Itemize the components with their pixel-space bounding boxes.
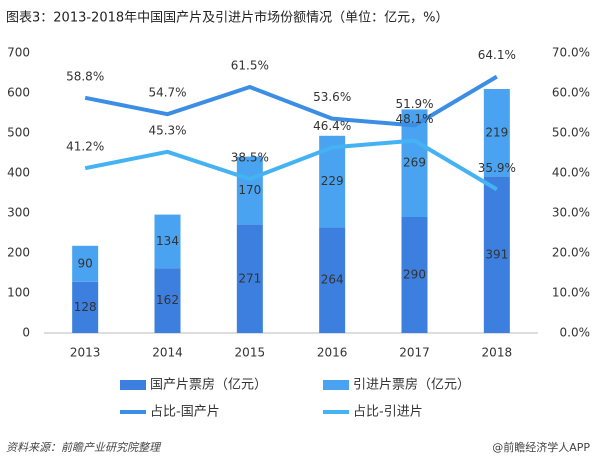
line-label: 53.6%: [313, 90, 351, 104]
bar-label: 90: [78, 256, 93, 270]
bar: [72, 245, 99, 282]
bar: [72, 281, 99, 333]
bar-label: 162: [156, 293, 179, 307]
credit: @前瞻经济学人APP: [492, 440, 590, 454]
x-tick-label: 2014: [152, 346, 183, 360]
source: 资料来源：前瞻产业研究院整理: [6, 441, 162, 454]
y2-tick-label: 70.0%: [552, 46, 590, 60]
legend-label: 占比-国产片: [150, 405, 220, 420]
y-tick-label: 500: [7, 126, 30, 140]
line-label: 41.2%: [66, 140, 104, 154]
bar-label: 269: [403, 156, 426, 170]
x-tick-label: 2015: [235, 346, 266, 360]
line-label: 48.1%: [395, 112, 433, 126]
line-label: 45.3%: [148, 123, 186, 137]
legend-label: 引进片票房（亿元）: [353, 377, 470, 393]
bar-label: 134: [156, 234, 179, 248]
line-label: 58.8%: [66, 69, 104, 83]
x-tick-label: 2016: [317, 346, 348, 360]
bar-label: 290: [403, 268, 426, 282]
bar: [319, 227, 346, 333]
y2-tick-label: 0.0%: [560, 326, 591, 340]
legend-swatch: [120, 380, 146, 390]
bar: [483, 176, 510, 333]
y-tick-label: 700: [7, 46, 30, 60]
y2-tick-label: 60.0%: [552, 86, 590, 100]
bar: [236, 156, 263, 225]
legend-label: 国产片票房（亿元）: [150, 377, 267, 393]
bar: [236, 224, 263, 333]
y2-tick-label: 10.0%: [552, 286, 590, 300]
line-label: 46.4%: [313, 119, 351, 133]
line-label: 64.1%: [478, 48, 516, 62]
bar: [154, 214, 181, 269]
x-tick-label: 2013: [70, 346, 101, 360]
y-tick-label: 400: [7, 166, 30, 180]
legend-swatch: [323, 380, 349, 390]
line: [84, 138, 498, 192]
line: [84, 74, 498, 128]
bar-label: 219: [485, 125, 508, 139]
y2-tick-label: 50.0%: [552, 126, 590, 140]
bar: [154, 268, 181, 333]
bar: [483, 89, 510, 177]
line-label: 38.5%: [231, 151, 269, 165]
line-label: 61.5%: [231, 59, 269, 73]
y-tick-label: 100: [7, 286, 30, 300]
y-tick-label: 0: [22, 326, 30, 340]
bar-label: 229: [321, 174, 344, 188]
bar-label: 391: [485, 247, 508, 261]
legend-label: 占比-引进片: [353, 405, 423, 420]
bar-label: 271: [238, 271, 261, 285]
x-tick-label: 2017: [399, 346, 430, 360]
y2-tick-label: 30.0%: [552, 206, 590, 220]
bar-label: 264: [321, 273, 344, 287]
line-label: 51.9%: [395, 97, 433, 111]
y2-tick-label: 40.0%: [552, 166, 590, 180]
bar-label: 128: [74, 300, 97, 314]
y-tick-label: 600: [7, 86, 30, 100]
y2-tick-label: 20.0%: [552, 246, 590, 260]
y-tick-label: 300: [7, 206, 30, 220]
line-label: 54.7%: [148, 86, 186, 100]
bar-label: 170: [238, 183, 261, 197]
x-tick-label: 2018: [482, 346, 513, 360]
y-tick-label: 200: [7, 246, 30, 260]
bar: [401, 217, 428, 333]
chart-title: 图表3：2013-2018年中国国产片及引进片市场份额情况（单位：亿元，%）: [6, 10, 448, 26]
line-label: 35.9%: [478, 161, 516, 175]
